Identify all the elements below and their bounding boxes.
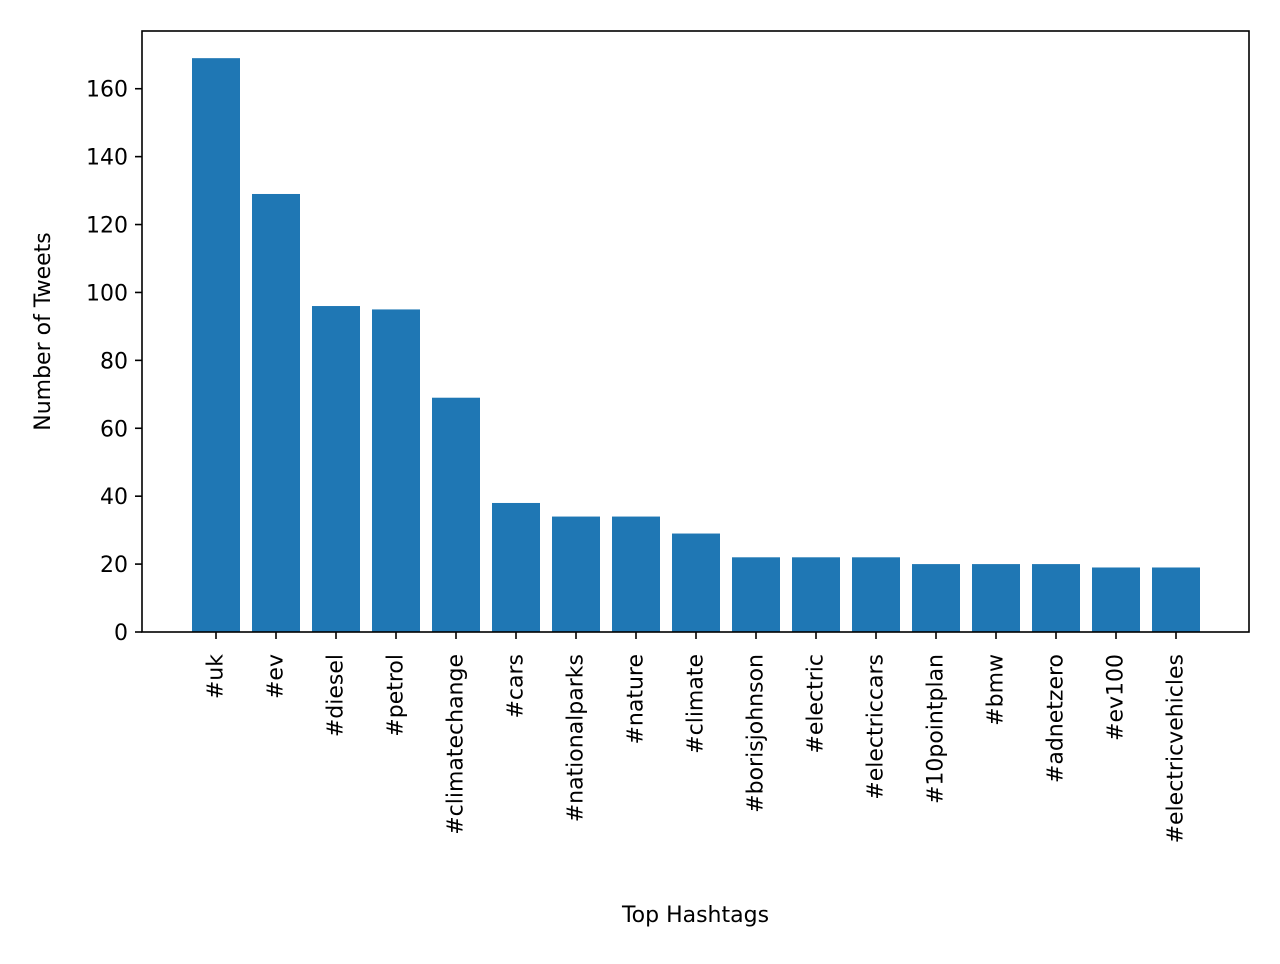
y-axis: 0 20 40 60 80 100 120 140 160 (86, 78, 142, 646)
bar-nature (612, 516, 660, 632)
bar-climate (672, 533, 720, 632)
bars-layer (192, 58, 1200, 633)
x-tick-label: #ev100 (1104, 654, 1129, 741)
bar-10pointplan (912, 564, 960, 632)
bar-electriccars (852, 557, 900, 632)
y-tick-label: 40 (100, 485, 128, 510)
bar-cars (492, 502, 540, 632)
x-tick-label: #diesel (324, 654, 349, 737)
x-tick-label: #bmw (984, 654, 1009, 726)
x-tick-label: #adnetzero (1044, 654, 1069, 783)
bar-bmw (972, 564, 1020, 632)
bar-electricvehicles (1152, 567, 1200, 632)
y-tick-label: 60 (100, 417, 128, 442)
y-tick-label: 100 (86, 281, 128, 306)
x-axis-title: Top Hashtags (621, 903, 769, 928)
x-axis: #uk #ev #diesel #petrol #climatechange #cars #… (204, 632, 1189, 843)
x-tick-label: #nationalparks (564, 654, 589, 822)
y-tick-label: 140 (86, 146, 128, 171)
y-tick-label: 0 (114, 621, 128, 646)
bar-borisjohnson (732, 557, 780, 632)
x-tick-label: #cars (504, 654, 529, 719)
plot-area-frame (141, 30, 1250, 633)
bar-diesel (312, 306, 360, 632)
x-tick-label: #nature (624, 654, 649, 745)
y-tick-label: 160 (86, 78, 128, 103)
x-tick-label: #climatechange (444, 654, 469, 835)
bar-adnetzero (1032, 564, 1080, 632)
x-tick-label: #petrol (384, 654, 409, 737)
x-tick-label: #electric (804, 654, 829, 754)
x-tick-label: #electriccars (864, 654, 889, 800)
bar-uk (192, 58, 240, 633)
x-tick-label: #uk (204, 654, 229, 699)
x-tick-label: #borisjohnson (744, 654, 769, 813)
y-axis-title: Number of Tweets (31, 232, 56, 431)
y-tick-label: 80 (100, 349, 128, 374)
bar-climatechange (432, 397, 480, 632)
bar-ev (252, 193, 300, 633)
x-tick-label: #ev (264, 654, 289, 699)
y-tick-label: 20 (100, 553, 128, 578)
x-tick-label: #electricvehicles (1164, 654, 1189, 843)
x-tick-label: #10pointplan (924, 654, 949, 804)
bar-petrol (372, 309, 420, 632)
y-tick-label: 120 (86, 214, 128, 239)
x-tick-label: #climate (684, 654, 709, 754)
bar-ev100 (1092, 567, 1140, 632)
bar-nationalparks (552, 516, 600, 632)
bar-electric (792, 557, 840, 632)
